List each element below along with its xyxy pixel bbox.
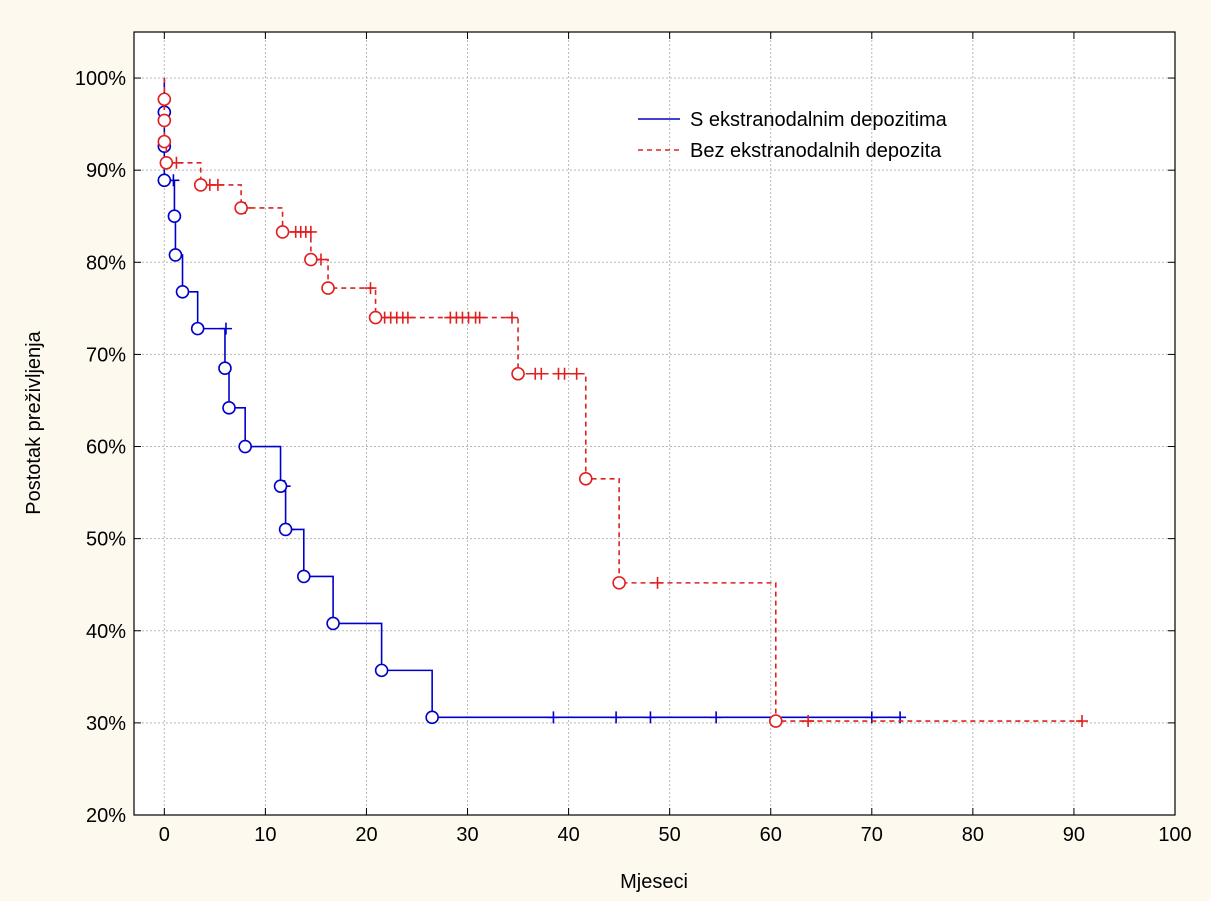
y-tick-label: 60% (86, 437, 126, 459)
x-tick-label: 50 (659, 824, 681, 846)
censor-mark (610, 711, 623, 724)
y-tick-label: 40% (86, 621, 126, 643)
y-tick-label: 50% (86, 529, 126, 551)
legend-label-series-2: Bez ekstranodalnih depozita (690, 140, 942, 162)
event-point (321, 281, 335, 295)
y-tick-label: 70% (86, 344, 126, 366)
censor-mark (505, 311, 518, 324)
event-point (157, 113, 172, 128)
censor-mark (570, 367, 583, 380)
censor-mark (547, 711, 560, 724)
event-point (304, 252, 318, 267)
event-point (193, 178, 208, 192)
plot-frame (133, 31, 1176, 816)
series-1 (157, 78, 907, 725)
event-point (296, 569, 311, 584)
x-axis-ticks: 0 10 20 30 40 50 60 70 80 90 100 (159, 32, 1192, 846)
event-point (612, 576, 626, 590)
event-point (218, 361, 232, 376)
x-tick-label: 30 (456, 824, 478, 846)
x-tick-label: 100 (1158, 824, 1191, 846)
event-point (238, 439, 252, 454)
event-point (374, 663, 389, 678)
y-tick-label: 30% (86, 713, 126, 735)
event-point (278, 522, 293, 537)
legend-label-series-1: S ekstranodalnim depozitima (690, 109, 948, 131)
event-point (222, 401, 236, 415)
event-point (234, 201, 248, 215)
event-point (273, 479, 288, 493)
x-tick-label: 0 (159, 824, 170, 846)
plot-area (134, 32, 1175, 815)
event-point (157, 173, 172, 188)
event-point (175, 284, 190, 299)
event-point (368, 310, 383, 325)
x-tick-label: 70 (861, 824, 883, 846)
event-point (167, 209, 182, 224)
censor-mark (219, 322, 232, 335)
event-point (425, 710, 439, 725)
event-point (511, 366, 525, 381)
event-point (157, 134, 172, 149)
event-point (168, 248, 183, 262)
censor-mark (802, 715, 815, 728)
censor-mark (473, 311, 486, 324)
event-point (768, 714, 783, 728)
y-tick-label: 80% (86, 252, 126, 274)
event-point (157, 92, 172, 107)
censor-mark (364, 282, 377, 295)
grid-lines (134, 32, 1176, 816)
event-point (326, 616, 340, 631)
x-tick-label: 90 (1063, 824, 1085, 846)
x-tick-label: 10 (254, 824, 276, 846)
censor-mark (651, 576, 664, 589)
event-point (578, 471, 593, 486)
event-point (159, 156, 174, 170)
legend: S ekstranodalnim depozitima Bez ekstrano… (638, 109, 948, 162)
censor-mark (644, 711, 657, 724)
x-axis-label: Mjeseci (620, 871, 688, 893)
censor-mark (710, 711, 723, 724)
event-point (190, 321, 205, 336)
y-tick-label: 90% (86, 160, 126, 182)
censor-mark (401, 311, 414, 324)
y-axis-label: Postotak preživljenja (23, 330, 45, 514)
y-tick-label: 20% (86, 805, 126, 827)
censor-mark (211, 178, 224, 191)
x-tick-label: 40 (557, 824, 579, 846)
censor-mark (558, 367, 571, 380)
x-tick-label: 80 (962, 824, 984, 846)
y-axis-ticks: 20% 30% 40% 50% 60% 70% 80% 90% 100% (75, 68, 1175, 827)
y-tick-label: 100% (75, 68, 126, 90)
x-tick-label: 20 (355, 824, 377, 846)
x-tick-label: 60 (760, 824, 782, 846)
censor-mark (535, 367, 548, 380)
series-layer (157, 78, 1089, 728)
censor-mark (304, 225, 317, 238)
event-point (275, 225, 290, 239)
censor-mark (1076, 715, 1089, 728)
series-2 (157, 78, 1089, 728)
